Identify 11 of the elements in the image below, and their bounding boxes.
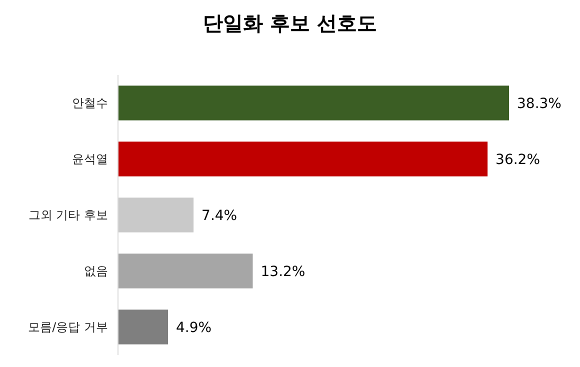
y-tick-label: 윤석열 bbox=[72, 152, 108, 166]
y-tick-label: 없음 bbox=[84, 264, 108, 278]
data-label: 38.3% bbox=[517, 96, 562, 112]
chart-title: 단일화 후보 선호도 bbox=[203, 11, 377, 35]
data-label: 36.2% bbox=[496, 152, 540, 168]
data-label: 13.2% bbox=[260, 264, 306, 280]
y-tick-label: 그외 기타 후보 bbox=[28, 208, 108, 222]
y-tick-label: 모름/응답 거부 bbox=[28, 320, 108, 334]
y-tick-label: 안철수 bbox=[72, 96, 108, 110]
data-label: 4.9% bbox=[176, 320, 212, 336]
data-label: 7.4% bbox=[202, 208, 238, 224]
